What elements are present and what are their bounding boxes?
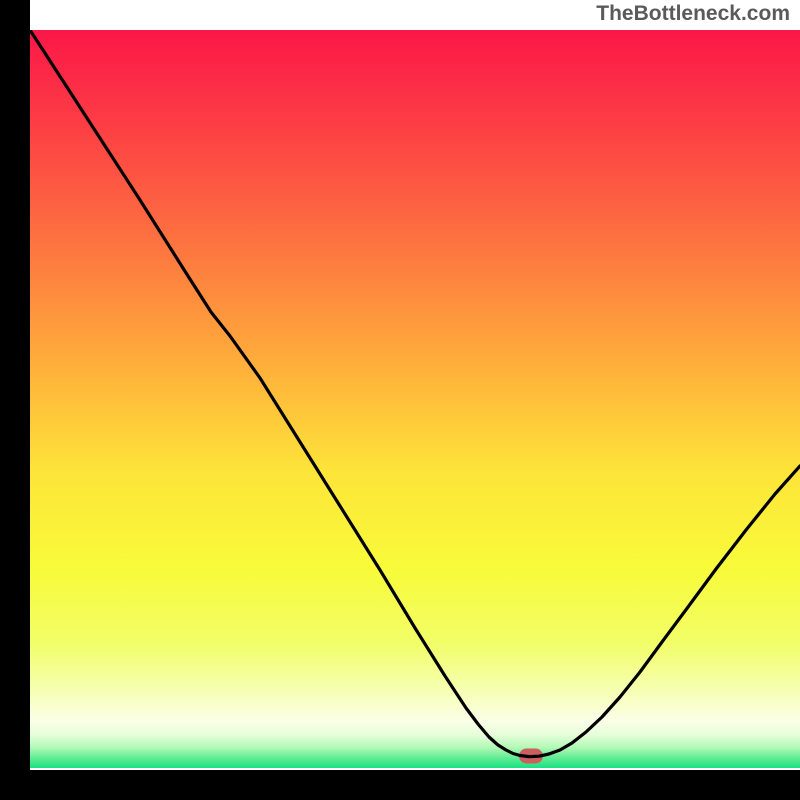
- curve-path: [30, 30, 800, 757]
- axis-left-band: [0, 0, 30, 800]
- bottleneck-curve: [30, 30, 800, 768]
- bottleneck-chart: TheBottleneck.com: [0, 0, 800, 800]
- plot-area: [30, 30, 800, 768]
- axis-bottom-band: [0, 770, 800, 800]
- watermark-text: TheBottleneck.com: [596, 2, 790, 26]
